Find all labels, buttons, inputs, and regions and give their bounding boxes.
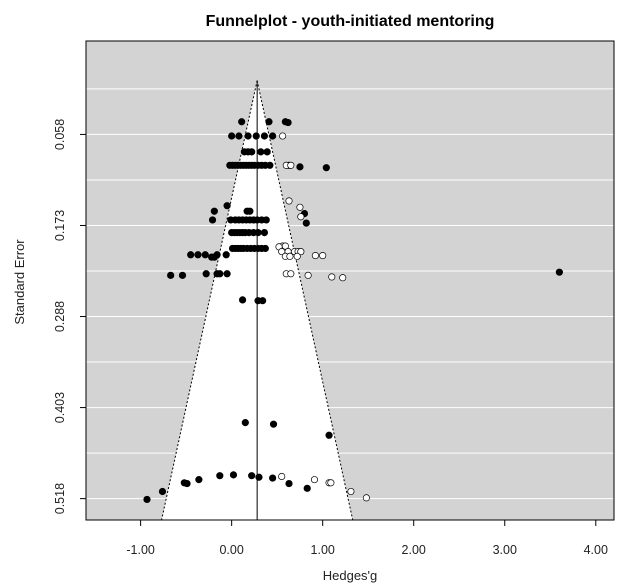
study-point-filled	[260, 229, 269, 237]
study-point-filled	[201, 251, 209, 259]
study-point-filled	[303, 484, 311, 492]
study-point-filled	[187, 251, 195, 259]
study-point-filled	[208, 216, 217, 224]
study-point-filled	[248, 472, 256, 480]
study-point-filled	[248, 148, 256, 156]
x-tick-label: 0.00	[219, 543, 243, 557]
y-tick-label: 0.518	[53, 483, 67, 514]
study-point-filled	[194, 251, 202, 259]
study-point-imputed	[310, 476, 319, 484]
x-tick-label: 3.00	[493, 543, 517, 557]
funnel-edge-left	[161, 80, 258, 521]
study-point-imputed	[339, 274, 347, 282]
study-point-filled	[210, 253, 218, 261]
study-point-filled	[269, 132, 277, 140]
study-point-filled	[266, 161, 274, 169]
study-point-filled	[246, 207, 254, 215]
study-point-filled	[325, 431, 333, 439]
study-point-filled	[254, 229, 262, 237]
study-point-filled	[269, 474, 277, 482]
study-point-filled	[269, 420, 278, 428]
study-point-filled	[228, 132, 236, 140]
study-point-filled	[222, 251, 230, 259]
study-point-filled	[183, 479, 191, 488]
plot-area	[85, 40, 615, 521]
study-point-filled	[255, 473, 263, 481]
study-point-filled	[238, 118, 246, 126]
study-point-filled	[223, 202, 231, 210]
study-point-imputed	[278, 472, 286, 481]
study-point-filled	[213, 270, 221, 278]
study-point-filled	[229, 471, 238, 479]
x-tick-label: 1.00	[311, 543, 335, 557]
study-point-imputed	[362, 494, 370, 502]
x-axis: -1.00 0.00 1.00 2.00 3.00 4.00	[126, 520, 608, 557]
study-point-filled	[235, 132, 243, 140]
study-point-filled	[210, 207, 218, 215]
study-point-imputed	[347, 487, 355, 496]
study-point-imputed	[285, 197, 293, 205]
study-point-filled	[143, 495, 151, 504]
study-point-filled	[284, 118, 292, 127]
study-point-filled	[265, 118, 273, 126]
study-point-imputed	[328, 273, 336, 281]
study-point-filled	[178, 271, 187, 279]
funnel-edges	[161, 80, 354, 521]
study-point-filled	[302, 219, 310, 227]
study-point-imputed	[279, 132, 287, 140]
study-point-filled	[285, 479, 293, 488]
study-point-filled	[252, 132, 260, 140]
study-point-imputed	[293, 252, 301, 260]
plot-border	[85, 40, 615, 521]
y-axis: 0.058 0.173 0.288 0.403 0.518	[53, 119, 86, 514]
study-point-imputed	[327, 479, 335, 487]
x-tick-label: 2.00	[402, 543, 426, 557]
y-tick-label: 0.173	[53, 210, 67, 241]
x-axis-label: Hedges'g	[323, 568, 378, 583]
funnel-edge-right	[256, 80, 354, 521]
study-point-filled	[260, 132, 269, 140]
chart-title: Funnelplot - youth-initiated mentoring	[206, 13, 495, 30]
study-point-filled	[244, 132, 252, 140]
plot-background	[86, 41, 614, 520]
study-point-filled	[241, 419, 249, 427]
y-tick-label: 0.403	[53, 392, 67, 423]
study-point-filled	[223, 270, 231, 278]
study-point-filled	[238, 296, 247, 304]
y-axis-label: Standard Error	[12, 239, 27, 325]
study-point-filled	[257, 148, 265, 156]
study-point-imputed	[287, 161, 295, 169]
study-point-filled	[322, 164, 330, 172]
study-point-filled	[263, 148, 271, 156]
x-tick-label: 4.00	[584, 543, 608, 557]
study-point-filled	[195, 476, 203, 484]
study-point-imputed	[304, 271, 312, 279]
study-point-imputed	[296, 203, 304, 211]
study-point-imputed	[287, 270, 295, 278]
study-points	[143, 118, 563, 504]
study-point-filled	[216, 472, 224, 480]
study-point-filled	[202, 270, 210, 278]
study-point-imputed	[297, 248, 305, 256]
study-point-filled	[158, 487, 167, 496]
y-tick-label: 0.058	[53, 119, 67, 150]
study-point-filled	[259, 297, 267, 305]
study-point-imputed	[319, 252, 327, 260]
study-point-imputed	[297, 213, 305, 221]
study-point-filled	[555, 268, 563, 276]
study-point-filled	[261, 244, 269, 253]
x-tick-label: -1.00	[126, 543, 155, 557]
study-point-imputed	[286, 252, 294, 260]
study-point-filled	[262, 216, 270, 224]
study-point-filled	[296, 163, 304, 171]
study-point-filled	[167, 271, 175, 279]
study-point-imputed	[311, 252, 319, 260]
gridlines	[86, 88, 614, 500]
y-tick-label: 0.288	[53, 301, 67, 332]
